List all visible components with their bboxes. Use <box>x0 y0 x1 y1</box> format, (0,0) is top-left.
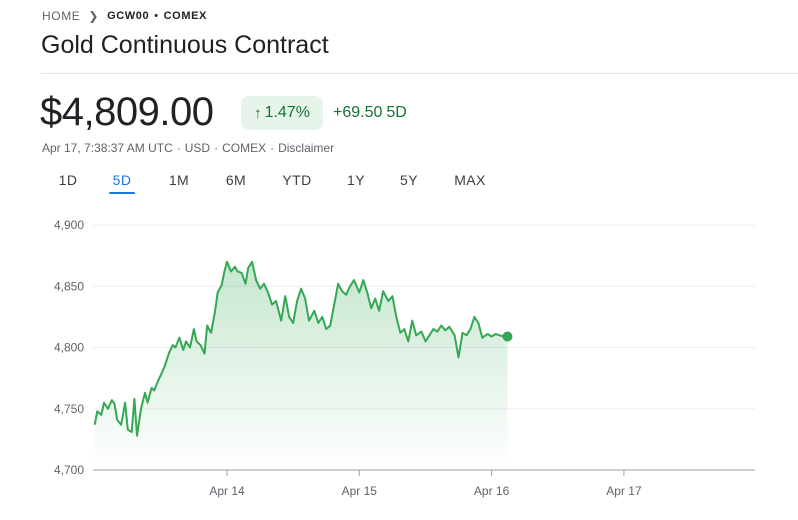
divider <box>41 73 798 74</box>
chevron-right-icon: ❯ <box>88 9 100 23</box>
meta-separator: · <box>270 141 275 155</box>
price-line <box>93 260 508 437</box>
meta-separator: · <box>214 141 219 155</box>
y-tick-label: 4,900 <box>54 218 84 232</box>
page-title: Gold Continuous Contract <box>41 31 329 59</box>
price-area <box>94 261 508 470</box>
current-price: $4,809.00 <box>40 90 214 134</box>
range-tab-5y[interactable]: 5Y <box>400 172 418 188</box>
y-tick-label: 4,750 <box>54 402 84 416</box>
breadcrumb: HOME ❯ GCW00 • COMEX <box>42 8 207 24</box>
y-tick-label: 4,800 <box>54 341 84 355</box>
disclaimer-link[interactable]: Disclaimer <box>278 141 335 155</box>
range-tab-1m[interactable]: 1M <box>168 172 190 188</box>
range-tab-1y[interactable]: 1Y <box>347 172 365 188</box>
quote-timestamp: Apr 17, 7:38:37 AM UTC <box>42 141 173 155</box>
breadcrumb-home-link[interactable]: HOME <box>42 9 81 23</box>
change-percent: 1.47% <box>264 104 310 121</box>
range-tab-6m[interactable]: 6M <box>225 172 247 188</box>
range-tab-1d[interactable]: 1D <box>58 172 78 188</box>
x-tick-label: Apr 17 <box>606 484 642 498</box>
quote-exchange: COMEX <box>222 141 267 155</box>
range-tab-max[interactable]: MAX <box>454 172 486 188</box>
breadcrumb-exchange: COMEX <box>163 10 207 22</box>
breadcrumb-ticker: GCW00 <box>107 10 150 22</box>
change-absolute: +69.50 5D <box>333 104 407 122</box>
quote-meta: Apr 17, 7:38:37 AM UTC · USD · COMEX · Disclai… <box>42 141 334 155</box>
arrow-up-icon: ↑ <box>254 104 262 122</box>
quote-currency: USD <box>184 141 211 155</box>
current-price-marker <box>502 331 513 342</box>
change-absolute-value: +69.50 <box>333 104 383 121</box>
y-tick-label: 4,700 <box>54 463 84 477</box>
x-tick-label: Apr 16 <box>474 484 510 498</box>
y-tick-label: 4,850 <box>54 279 84 293</box>
change-period: 5D <box>386 104 407 121</box>
x-tick-label: Apr 14 <box>209 484 245 498</box>
change-percent-badge: ↑ 1.47% <box>241 96 323 130</box>
price-chart[interactable]: 4,700 4,750 4,800 4,850 4,900 Apr 14 Apr 15 Ap… <box>0 205 798 520</box>
range-tab-5d[interactable]: 5D <box>109 170 135 194</box>
x-tick-label: Apr 15 <box>342 484 378 498</box>
breadcrumb-separator: • <box>154 10 159 22</box>
meta-separator: · <box>176 141 181 155</box>
range-tab-ytd[interactable]: YTD <box>282 172 312 188</box>
